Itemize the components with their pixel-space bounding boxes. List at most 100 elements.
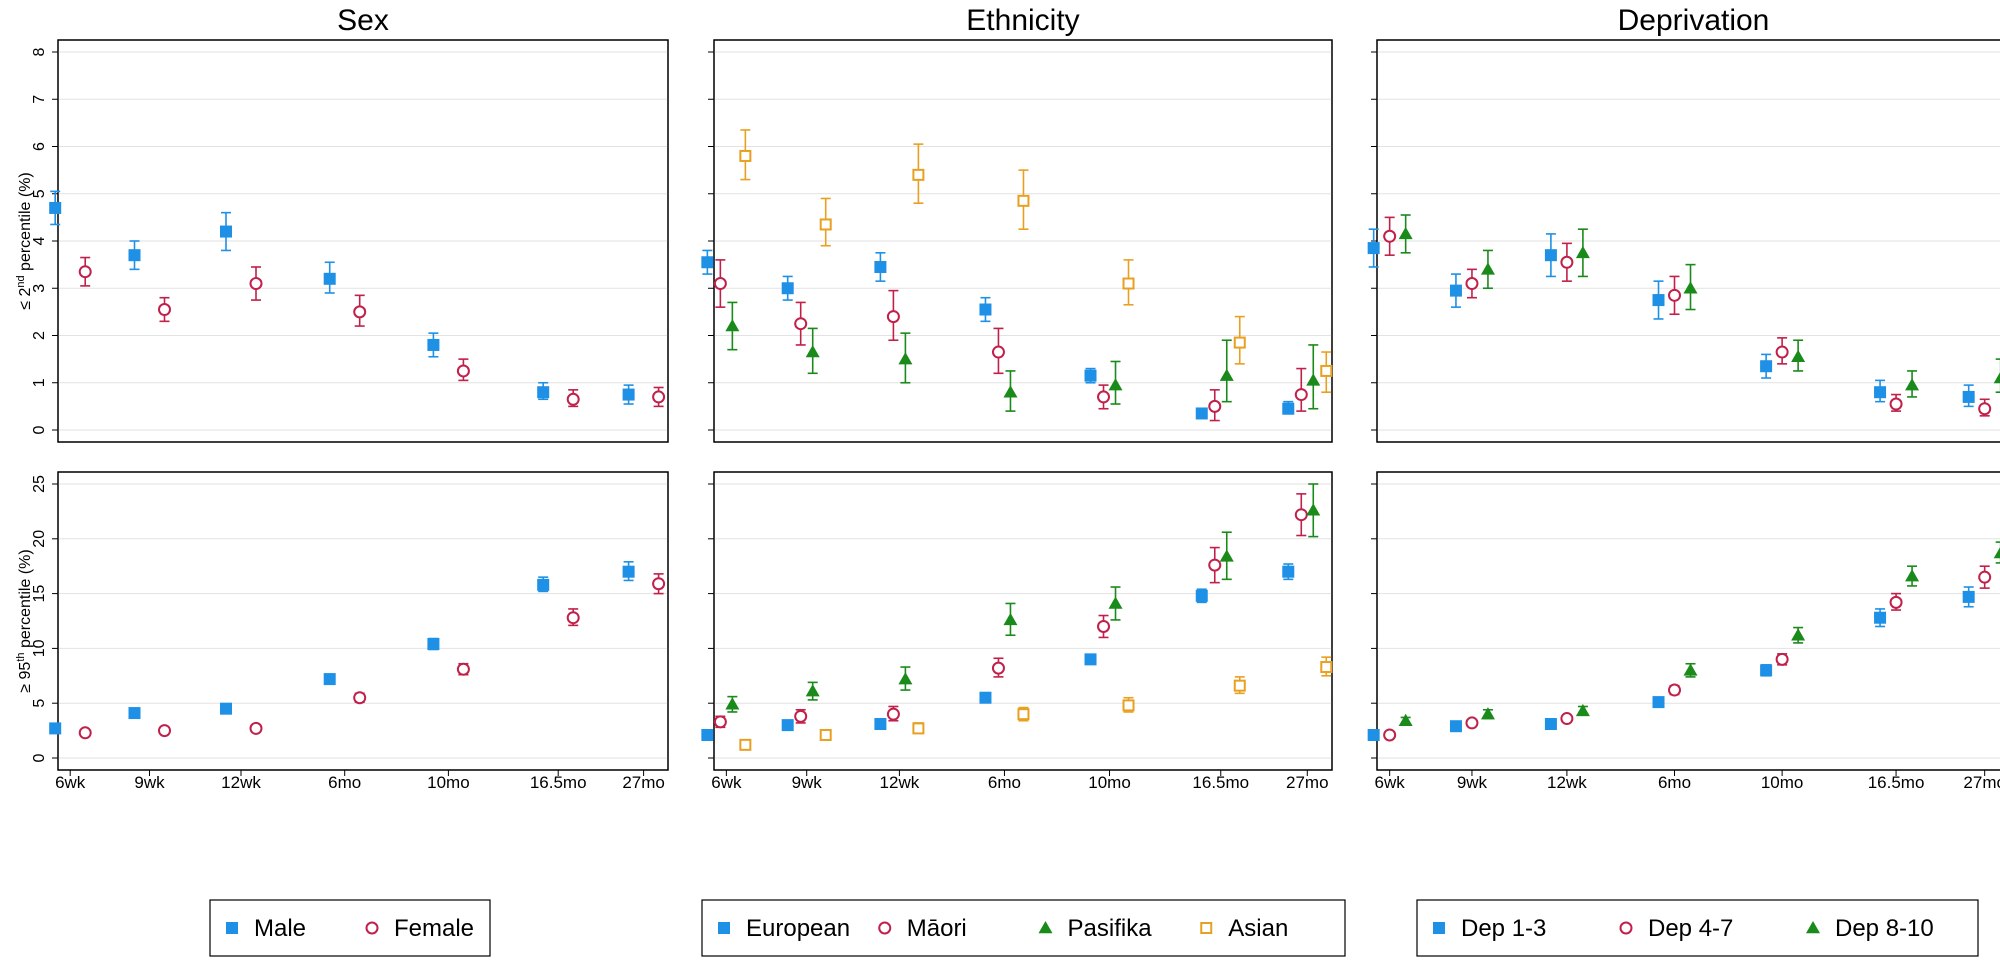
data-point-square [1282,402,1295,415]
data-point-circle [1978,570,1992,584]
series-female [78,573,666,740]
data-point-circle [1889,595,1903,609]
y-tick-label: 3 [31,284,48,293]
data-point-square [1652,696,1665,709]
series-dep-8-10 [1398,541,2000,726]
data-point-triangle [1219,368,1234,381]
data-point-square [701,728,714,741]
data-point-triangle [1905,378,1920,391]
data-point-open-square [1200,922,1213,934]
y-axis-label-rest: percentile (%) [17,549,34,652]
data-point-circle [886,707,900,721]
data-point-triangle [1575,245,1590,259]
data-point-open-square [1122,699,1135,712]
series-dep-1-3 [1367,228,1975,408]
data-point-triangle [1003,385,1018,398]
data-point-circle [353,305,367,319]
plot-frame [1376,471,2000,771]
data-point-circle [1775,652,1789,666]
plot-border [713,471,1333,771]
data-point-open-square [1017,194,1030,207]
data-point-triangle [898,352,913,365]
data-point-circle [456,662,470,676]
data-point-triangle [1806,921,1820,934]
data-point-circle [652,390,666,404]
data-point-circle [1097,619,1111,633]
data-point-circle [1383,728,1397,742]
data-point-triangle [1306,373,1321,386]
legend-label: Dep 4-7 [1648,915,1733,942]
data-point-square [622,565,635,578]
legend: European Māori Pasifika Asian [701,899,1346,957]
y-tick-label: 0 [31,753,48,762]
data-point-circle [158,303,171,317]
data-point-square [323,673,336,686]
data-point-circle [1294,388,1308,402]
legend: Male Female [209,899,491,957]
series-european [701,563,1295,741]
y-axis-label-rest: percentile (%) [17,172,34,275]
legend-item: Female [365,915,474,942]
y-axis-label-main: ≥ 95 [17,662,34,693]
series-male [49,561,635,735]
data-point-open-square [912,722,925,735]
data-point-triangle [1480,262,1495,275]
plot-border [57,39,669,443]
data-point-square [1652,294,1665,307]
data-point-open-square [739,149,752,162]
x-tick-label: 12wk [221,773,261,792]
data-point-square [1195,589,1208,602]
data-point-open-square [1017,708,1030,721]
y-tick-label: 7 [31,95,48,104]
data-point-triangle [898,672,913,685]
series-european [701,249,1295,420]
data-point-triangle [1993,547,2000,559]
legend-item: Asian [1200,915,1288,942]
data-point-circle [1097,390,1111,404]
data-point-square [220,702,232,715]
data-point-circle [249,277,263,291]
plot-border [1376,471,2000,771]
data-point-circle [886,310,900,324]
data-point-circle [1619,921,1633,935]
data-point-square [49,722,62,735]
data-point-circle [1465,716,1479,730]
data-point-circle [1978,402,1992,416]
data-point-triangle [1108,596,1123,609]
data-point-triangle [805,345,820,358]
data-point-square [1544,249,1557,262]
series-dep-8-10 [1398,214,2000,398]
data-point-square [1449,284,1462,297]
data-point-square [1760,360,1773,373]
data-point-square [874,260,887,273]
data-point-circle [878,921,892,935]
legend-item: European [718,915,850,942]
x-tick-label: 16.5mo [530,773,587,792]
series-m-ori [713,259,1308,422]
data-point-square [226,922,238,934]
legend-label: Māori [907,915,967,942]
legend-box [701,899,1346,957]
x-tick-label: 6mo [988,773,1021,792]
x-tick-label: 12wk [1547,773,1587,792]
x-tick-label: 9wk [1457,773,1488,792]
legend-item: Dep 4-7 [1619,915,1733,942]
y-tick-label: 0 [31,425,48,434]
legend-label: European [746,915,850,942]
data-point-square [622,388,635,401]
data-point-circle [1294,508,1308,522]
data-point-square [537,578,550,591]
data-point-open-square [1320,661,1333,674]
series-dep-4-7 [1383,216,1992,417]
plot-panel [701,39,1333,443]
data-point-square [701,256,714,269]
x-tick-label: 9wk [134,773,165,792]
y-tick-label: 8 [31,47,48,56]
data-point-circle [652,577,666,591]
data-point-triangle [725,319,740,332]
series-pasifika [725,483,1321,713]
data-point-circle [794,709,808,723]
data-point-circle [249,721,263,735]
data-point-square [1084,369,1097,382]
data-point-square [1367,242,1380,255]
